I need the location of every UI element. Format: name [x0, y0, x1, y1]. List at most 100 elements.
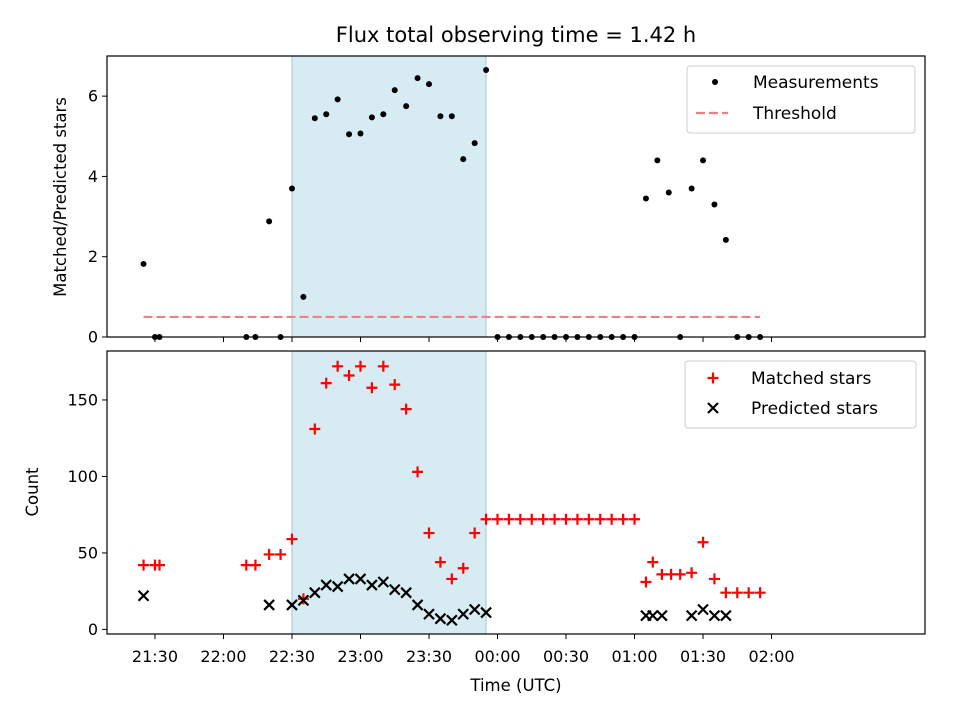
bottom-y-tick-label: 0	[88, 620, 98, 639]
matched-star-marker	[731, 587, 743, 599]
predicted-star-marker	[647, 609, 659, 622]
matched-star-marker	[343, 369, 355, 381]
measurement-point	[311, 115, 318, 122]
bottom-legend: Matched stars Predicted stars	[684, 360, 917, 429]
measurement-point	[483, 67, 490, 74]
measurement-point	[700, 157, 707, 164]
legend-label: Matched stars	[751, 369, 871, 389]
predicted-star-marker	[297, 594, 310, 607]
bottom-y-tick-label: 150	[67, 390, 98, 409]
matched-star-marker	[674, 568, 686, 580]
predicted-star-marker	[697, 603, 709, 616]
matched-star-marker	[617, 513, 629, 525]
bottom-axes-frame	[106, 350, 926, 635]
top-legend: Measurements Threshold	[686, 65, 916, 134]
measurement-point	[403, 103, 410, 110]
measurement-point	[437, 113, 444, 120]
measurement-point	[391, 87, 398, 94]
matched-star-marker	[309, 423, 321, 435]
predicted-star-marker	[468, 603, 481, 616]
bottom-y-tick-label: 100	[67, 467, 98, 486]
predicted-star-marker	[457, 608, 470, 620]
matched-star-marker	[720, 587, 732, 599]
matched-star-marker	[423, 527, 435, 539]
measurement-point	[368, 114, 375, 121]
measurement-point	[346, 131, 353, 138]
predicted-star-marker	[685, 609, 698, 622]
measurement-point	[711, 201, 718, 208]
measurement-point	[460, 156, 467, 163]
top-y-tick-label: 4	[88, 167, 98, 186]
legend-label: Predicted stars	[751, 399, 878, 419]
measurement-point	[414, 75, 421, 82]
predicted-star-marker	[320, 579, 333, 591]
top-y-tick-label: 2	[88, 247, 98, 266]
top-shaded-span	[291, 55, 487, 338]
predicted-star-marker	[434, 612, 447, 625]
matched-star-marker	[366, 382, 378, 394]
matched-star-marker	[154, 559, 166, 571]
matched-star-marker	[446, 573, 458, 585]
predicted-star-marker	[411, 599, 424, 611]
matched-star-marker	[400, 403, 412, 415]
measurement-point	[654, 157, 661, 164]
matched-star-marker	[286, 533, 298, 545]
predicted-star-marker	[366, 579, 378, 591]
bottom-y-tick-label: 50	[78, 543, 98, 562]
predicted-star-marker	[446, 614, 458, 627]
x-tick-label: 22:30	[269, 647, 315, 666]
measurement-point	[334, 96, 341, 103]
predicted-star-marker	[480, 606, 492, 619]
matched-star-marker	[708, 573, 720, 585]
top-y-axis-label: Matched/Predicted stars	[51, 97, 70, 297]
matched-star-marker	[537, 513, 549, 525]
matched-star-marker	[754, 587, 766, 599]
matched-star-marker	[743, 587, 755, 599]
x-tick-label: 23:30	[406, 647, 452, 666]
x-axis-label: Time (UTC)	[469, 676, 561, 695]
matched-star-marker	[138, 559, 150, 571]
top-y-tick-label: 0	[88, 328, 98, 347]
matched-star-marker	[434, 556, 446, 568]
matched-star-marker	[583, 513, 595, 525]
measurement-point	[357, 130, 364, 137]
matched-star-marker	[560, 513, 572, 525]
measurement-point	[300, 293, 307, 300]
predicted-star-marker	[708, 609, 721, 622]
matched-star-marker	[594, 513, 606, 525]
measurement-point	[471, 140, 478, 147]
x-tick-label: 01:00	[611, 647, 657, 666]
predicted-star-marker	[656, 609, 668, 622]
matched-star-marker	[332, 360, 344, 372]
matched-star-marker	[647, 556, 659, 568]
legend-box	[686, 65, 916, 134]
top-axes-frame	[106, 55, 926, 338]
measurement-point	[688, 185, 695, 192]
measurement-point	[323, 111, 330, 118]
matched-star-marker	[514, 513, 526, 525]
measurement-point	[140, 260, 147, 267]
predicted-star-marker	[309, 586, 321, 599]
matched-star-marker	[249, 559, 261, 571]
matched-star-marker	[354, 360, 366, 372]
legend-matched-swatch	[707, 372, 719, 384]
predicted-star-marker	[423, 608, 435, 620]
predicted-star-marker	[137, 589, 150, 602]
matched-star-marker	[275, 548, 287, 560]
legend-label: Measurements	[753, 73, 879, 93]
legend-predicted-swatch	[707, 402, 719, 414]
matched-star-marker	[697, 536, 709, 548]
bottom-shaded-span	[291, 350, 487, 635]
measurement-point	[266, 218, 273, 225]
measurement-point	[665, 189, 672, 196]
x-tick-label: 21:30	[132, 647, 178, 666]
matched-star-marker	[320, 377, 332, 389]
matched-star-marker	[263, 548, 275, 560]
x-tick-label: 00:00	[474, 647, 520, 666]
predicted-star-marker	[331, 580, 344, 593]
bottom-y-axis-label: Count	[23, 467, 42, 517]
predicted-star-marker	[377, 576, 390, 588]
x-tick-label: 01:30	[680, 647, 726, 666]
measurement-point	[448, 113, 455, 120]
